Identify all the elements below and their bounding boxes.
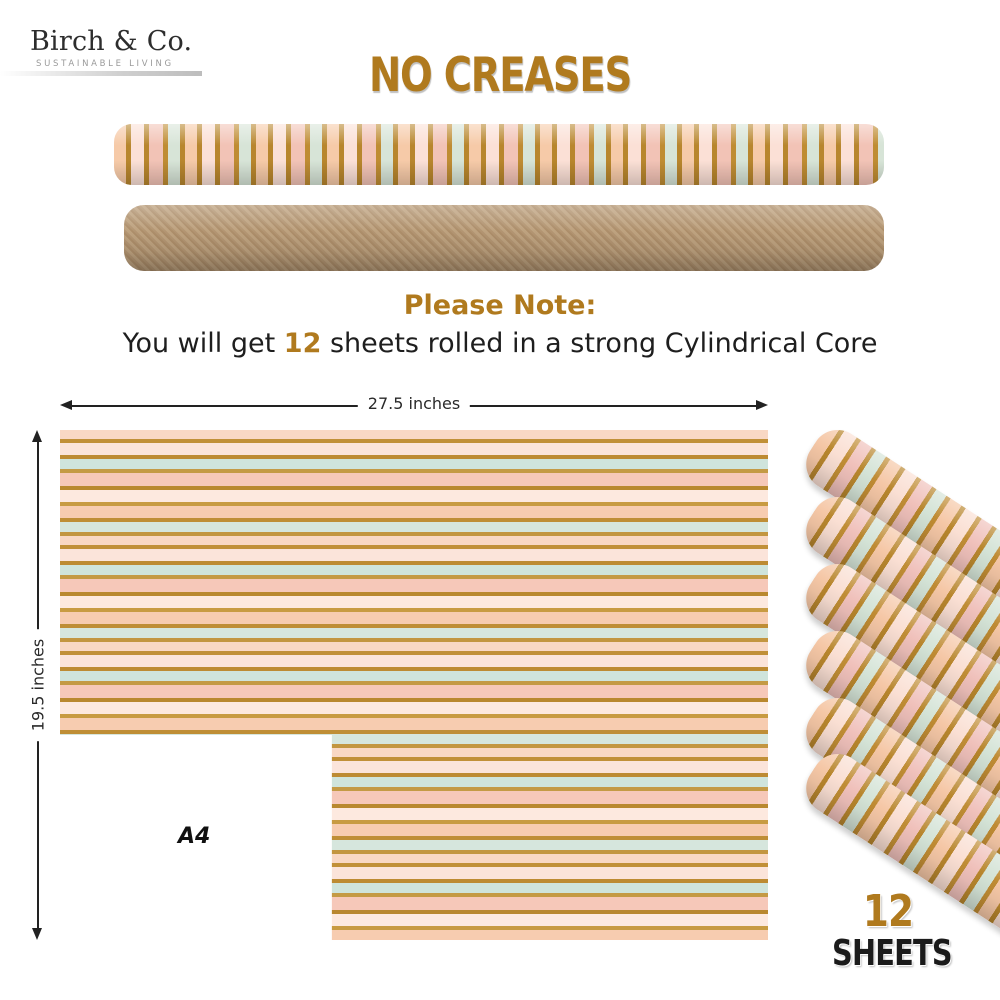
wrapping-sheet-pattern (60, 430, 768, 940)
note-body-suffix: sheets rolled in a strong Cylindrical Co… (321, 328, 878, 359)
height-label: 19.5 inches (28, 628, 48, 742)
brand-name: Birch & Co. (30, 26, 193, 57)
headline: NO CREASES (368, 48, 632, 103)
kraft-cylindrical-core (124, 205, 884, 271)
note-body-count: 12 (283, 328, 322, 359)
note-body-prefix: You will get (122, 328, 284, 359)
note-body: You will get 12 sheets rolled in a stron… (0, 328, 1000, 359)
arrow-up-icon (32, 430, 42, 442)
sheet-count-badge: 12 SHEETS (818, 890, 958, 972)
height-dimension: 19.5 inches (28, 430, 48, 940)
note-title: Please Note: (403, 290, 597, 321)
brand-tagline: SUSTAINABLE LIVING (36, 59, 174, 69)
arrow-right-icon (756, 400, 768, 410)
a4-comparison-label: A4 (178, 824, 211, 849)
sheet-count-word: SHEETS (832, 933, 953, 974)
sheet-count-number: 12 (862, 886, 914, 937)
striped-wrapping-roll (114, 124, 884, 185)
brand-logo: Birch & Co. SUSTAINABLE LIVING (0, 22, 205, 80)
width-label: 27.5 inches (357, 394, 471, 413)
logo-underline (0, 71, 202, 76)
arrow-down-icon (32, 928, 42, 940)
width-dimension: 27.5 inches (60, 394, 768, 416)
arrow-left-icon (60, 400, 72, 410)
